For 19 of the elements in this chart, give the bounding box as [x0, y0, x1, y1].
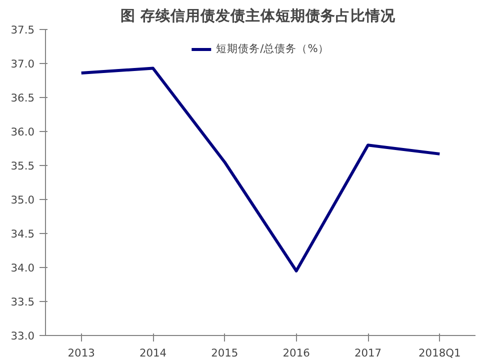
x-tick-label: 2014	[139, 346, 167, 360]
chart-title: 图 存续信用债发债主体短期债务占比情况	[120, 6, 396, 24]
x-tick-label: 2017	[354, 346, 382, 360]
x-tick-label: 2013	[68, 346, 95, 360]
y-tick-label: 37.0	[10, 58, 35, 70]
x-tick-label: 2018Q1	[418, 346, 461, 360]
line-series	[80, 66, 442, 272]
y-tick-label: 35.5	[10, 160, 35, 172]
y-tick-label: 34.5	[10, 228, 35, 240]
y-tick-label: 35.0	[10, 194, 35, 206]
y-tick-label: 36.5	[10, 92, 35, 104]
y-tick-label: 33.5	[10, 296, 35, 308]
y-tick-label: 34.0	[10, 262, 35, 274]
y-tick-label: 37.5	[10, 24, 35, 36]
x-tick-label: 2015	[211, 346, 238, 360]
legend-label: 短期债务/总债务（%）	[216, 42, 329, 56]
y-tick-label: 33.0	[10, 330, 35, 342]
x-tick-label: 2016	[282, 346, 310, 360]
y-tick-label: 36.0	[10, 126, 35, 138]
